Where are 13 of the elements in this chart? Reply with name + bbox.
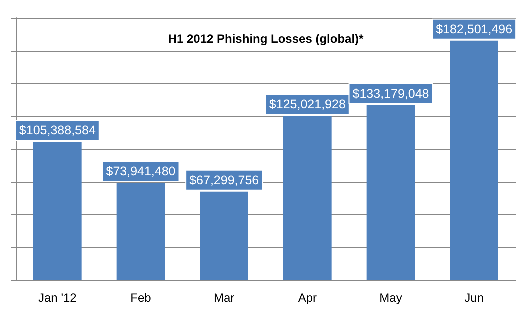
text: H1 2012 Phishing Losses (global)*	[168, 32, 364, 46]
x-tick-label: Jan '12	[38, 291, 78, 305]
x-tick-label: Feb	[130, 291, 152, 305]
data-label: $133,179,048	[352, 87, 430, 102]
data-label: $73,941,480	[106, 164, 176, 179]
data-label: $125,021,928	[269, 98, 346, 112]
data-label: $67,299,756	[190, 173, 260, 188]
data-label: $105,388,584	[19, 123, 96, 138]
x-tick-label: May	[380, 291, 402, 305]
x-tick-label: Mar	[214, 291, 235, 305]
x-tick-label: Apr	[298, 291, 318, 305]
x-tick-label: Jun	[464, 291, 484, 305]
data-label: $182,501,496	[436, 22, 513, 36]
